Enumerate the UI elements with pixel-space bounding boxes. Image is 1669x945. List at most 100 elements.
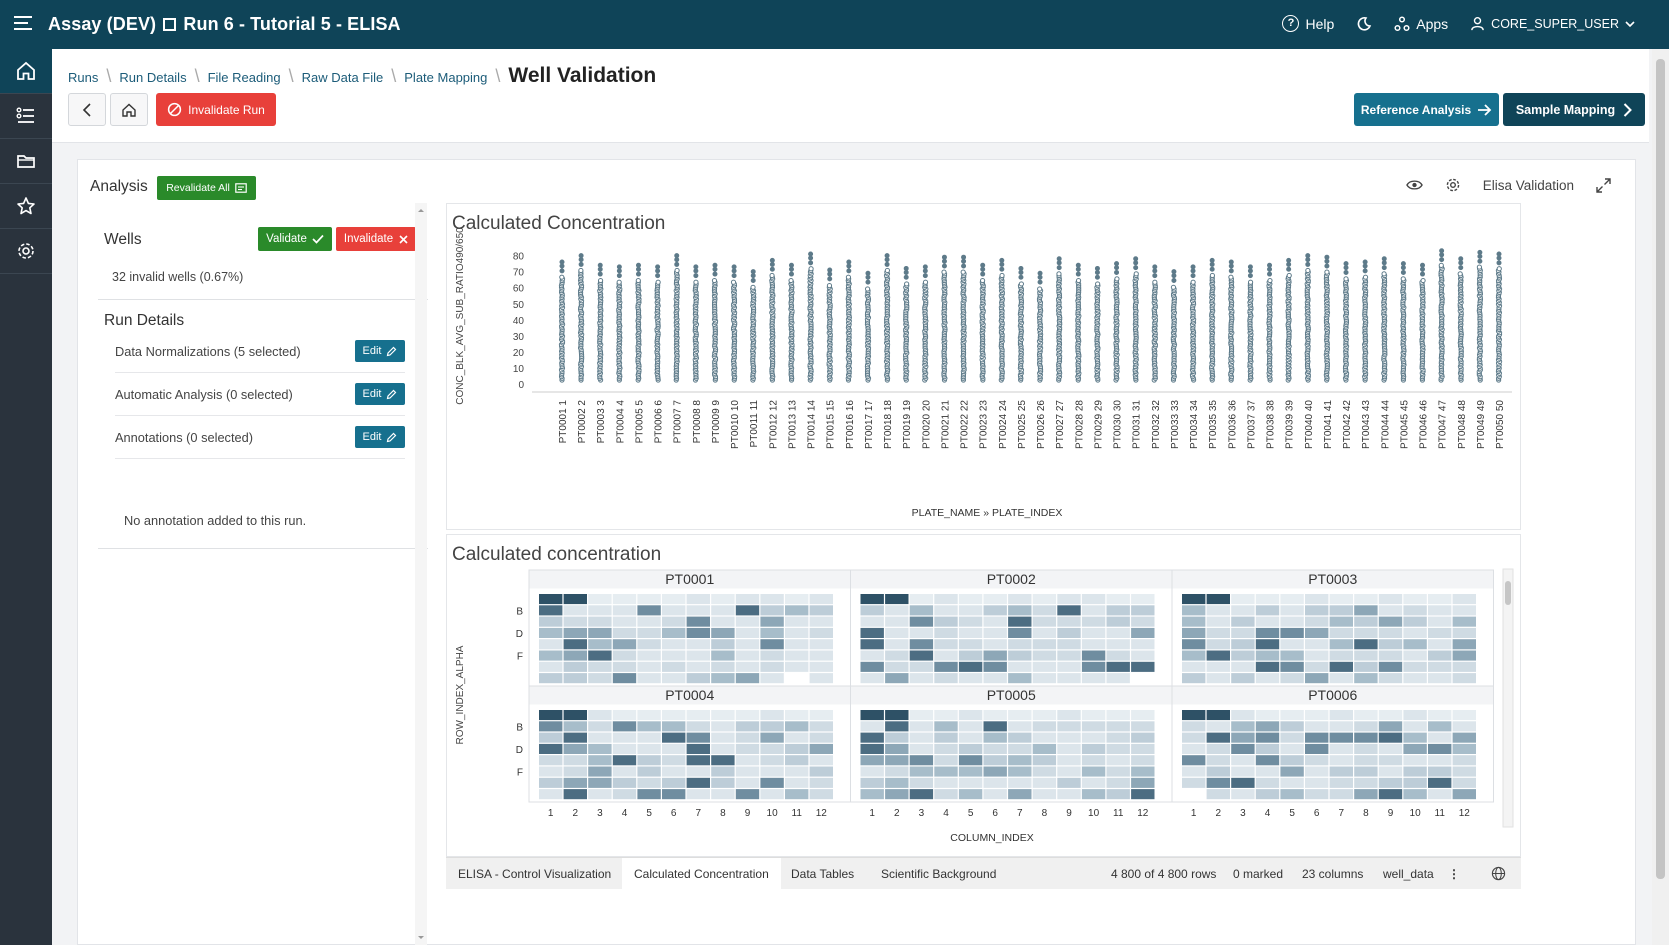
help-label: Help bbox=[1305, 15, 1335, 32]
scatter-point bbox=[788, 271, 794, 277]
scatter-point bbox=[941, 263, 947, 269]
table-name[interactable]: well_data bbox=[1383, 867, 1434, 881]
scatter-point bbox=[635, 271, 641, 277]
heatmap-cell bbox=[1032, 661, 1057, 672]
heatmap-cell bbox=[1403, 673, 1427, 684]
heatmap-cell bbox=[1182, 639, 1206, 650]
heatmap-cell bbox=[686, 721, 710, 732]
scatter-point bbox=[655, 273, 661, 279]
heatmap-cell bbox=[809, 639, 833, 650]
heatmap-cell bbox=[1182, 594, 1206, 605]
heatmap-cell bbox=[1305, 661, 1329, 672]
scroll-down-icon bbox=[418, 936, 424, 939]
menu-icon[interactable] bbox=[14, 16, 32, 32]
heatmap-cell bbox=[1032, 755, 1057, 766]
heatmap-cell bbox=[1182, 650, 1206, 661]
edit-annotations-button[interactable]: Edit bbox=[355, 426, 405, 448]
invalidate-run-button[interactable]: Invalidate Run bbox=[156, 93, 276, 126]
heatmap-cell bbox=[760, 661, 784, 672]
heatmap-cell bbox=[1106, 616, 1130, 627]
x-tick-label: PT0021 21 bbox=[940, 400, 951, 449]
sidebar-item-settings[interactable] bbox=[0, 229, 52, 274]
heatmap-cell bbox=[1305, 789, 1329, 800]
sidebar-item-list[interactable] bbox=[0, 94, 52, 139]
x-tick-label: PT0034 34 bbox=[1189, 400, 1200, 449]
scatter-point bbox=[1305, 267, 1311, 274]
more-options-icon[interactable]: ⋮ bbox=[1448, 867, 1460, 881]
apps-menu[interactable]: Apps bbox=[1394, 16, 1448, 32]
x-tick-label: PT0009 9 bbox=[711, 400, 722, 444]
heatmap-cell bbox=[637, 743, 661, 754]
heatmap-cell bbox=[983, 616, 1007, 627]
theme-toggle[interactable] bbox=[1356, 16, 1372, 32]
breadcrumb-raw-data-file[interactable]: Raw Data File bbox=[301, 70, 384, 85]
heatmap-cell bbox=[1032, 605, 1057, 616]
heatmap-cell bbox=[686, 616, 710, 627]
heatmap-cell bbox=[637, 627, 661, 638]
heatmap-cell bbox=[1206, 732, 1230, 743]
scatter-point bbox=[922, 279, 929, 285]
heatmap-cell bbox=[1354, 627, 1378, 638]
page-scrollbar[interactable] bbox=[1652, 49, 1669, 945]
heatmap-cell bbox=[909, 639, 934, 650]
heatmap-cell bbox=[1378, 710, 1403, 721]
tab-calculated-concentration[interactable]: Calculated Concentration bbox=[622, 858, 781, 889]
reference-analysis-button[interactable]: Reference Analysis bbox=[1354, 93, 1499, 126]
heatmap-cell bbox=[760, 789, 784, 800]
page-title: Well Validation bbox=[508, 64, 657, 87]
heatmap-cell bbox=[1231, 616, 1255, 627]
breadcrumb-runs[interactable]: Runs bbox=[68, 70, 99, 85]
scatter-point bbox=[1400, 261, 1406, 267]
heatmap-cell bbox=[885, 721, 909, 732]
tab-elisa-control-visualization[interactable]: ELISA - Control Visualization bbox=[458, 867, 612, 881]
scatter-point bbox=[616, 264, 622, 270]
heatmap-cell bbox=[1032, 650, 1057, 661]
help-link[interactable]: ? Help bbox=[1282, 15, 1334, 32]
heatmap-cell bbox=[1106, 673, 1130, 684]
user-menu[interactable]: CORE_SUPER_USER bbox=[1470, 16, 1635, 31]
heatmap-cell bbox=[1403, 650, 1427, 661]
eye-icon[interactable] bbox=[1405, 179, 1423, 191]
heatmap-cell bbox=[1305, 732, 1329, 743]
heatmap-cell bbox=[983, 789, 1007, 800]
sample-mapping-button[interactable]: Sample Mapping bbox=[1503, 93, 1645, 126]
heatmap-cell bbox=[1452, 755, 1476, 766]
tab-data-tables[interactable]: Data Tables bbox=[791, 867, 855, 881]
breadcrumb-plate-mapping[interactable]: Plate Mapping bbox=[404, 70, 488, 85]
sidebar-item-files[interactable] bbox=[0, 139, 52, 184]
tab-scientific-background[interactable]: Scientific Background bbox=[881, 867, 997, 881]
back-button[interactable] bbox=[68, 93, 106, 126]
heatmap-cell bbox=[662, 743, 686, 754]
invalidate-button[interactable]: Invalidate bbox=[336, 227, 416, 251]
column-tick-label: 12 bbox=[1459, 808, 1471, 819]
edit-normalizations-button[interactable]: Edit bbox=[355, 340, 405, 362]
home-button[interactable] bbox=[110, 93, 148, 126]
globe-icon[interactable] bbox=[1491, 866, 1506, 881]
divider bbox=[98, 548, 428, 549]
page-scrollbar-thumb[interactable] bbox=[1656, 59, 1665, 879]
heatmap-cell bbox=[760, 743, 784, 754]
scatter-point bbox=[1439, 257, 1445, 263]
settings-icon[interactable] bbox=[1445, 177, 1461, 193]
heatmap-cell bbox=[1428, 710, 1452, 721]
revalidate-all-button[interactable]: Revalidate All bbox=[157, 176, 256, 200]
expand-icon[interactable] bbox=[1596, 177, 1611, 193]
heatmap-cell bbox=[612, 721, 637, 732]
scatter-point bbox=[1228, 274, 1234, 280]
heatmap-cell bbox=[909, 743, 934, 754]
app-title-run: Run 6 - Tutorial 5 - ELISA bbox=[183, 14, 401, 34]
heatmap-cell bbox=[1032, 594, 1057, 605]
sidebar-item-home[interactable] bbox=[0, 49, 52, 94]
heatmap-cell bbox=[711, 639, 735, 650]
validate-button[interactable]: Validate bbox=[258, 227, 332, 251]
heatmap-cell bbox=[1452, 639, 1476, 650]
breadcrumb-run-details[interactable]: Run Details bbox=[119, 70, 187, 85]
breadcrumb-file-reading[interactable]: File Reading bbox=[207, 70, 281, 85]
heatmap-cell bbox=[711, 777, 735, 788]
left-scrollbar[interactable] bbox=[415, 203, 427, 945]
sidebar-item-favorites[interactable] bbox=[0, 184, 52, 229]
heatmap-cell bbox=[1354, 594, 1378, 605]
edit-automatic-analysis-button[interactable]: Edit bbox=[355, 383, 405, 405]
heatmap-cell bbox=[1305, 721, 1329, 732]
heatmap-cell bbox=[1182, 605, 1206, 616]
